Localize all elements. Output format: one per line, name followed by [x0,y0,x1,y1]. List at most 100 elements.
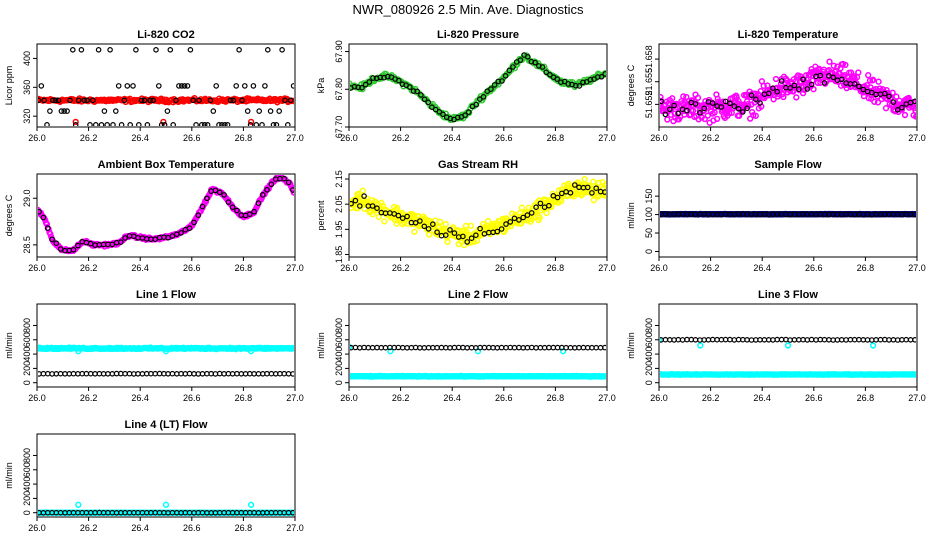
data-point [503,221,509,227]
x-tick-label: 27.0 [286,523,304,533]
x-tick-label: 26.6 [183,133,201,143]
data-point [49,97,56,104]
data-point [667,111,675,118]
data-point [244,108,251,114]
data-point [225,199,232,205]
data-point [110,122,116,126]
data-point [273,122,280,126]
chart-title: Sample Flow [754,159,822,171]
data-point [518,204,526,211]
data-point [426,231,433,238]
data-point [697,109,703,116]
data-point [104,122,110,126]
chart-panel-1: Li-820 CO2 26.0 26.2 26.4 26.6 26.8 27.0 320 360… [4,29,304,143]
x-tick-label: 26.4 [753,263,771,273]
data-point [494,228,501,235]
data-point [58,108,65,114]
data-point [418,92,424,98]
x-tick-label: 27.0 [598,133,616,143]
data-point [121,97,128,104]
data-point [224,122,231,126]
data-point [170,122,176,126]
x-tick-label: 27.0 [908,133,926,143]
data-point [173,97,179,104]
data-point [580,79,586,86]
x-tick-label: 26.2 [392,133,410,143]
data-point [913,112,916,119]
data-point [517,57,524,63]
page-title: NWR_080926 2.5 Min. Ave. Diagnostics [353,2,584,17]
points-layer [38,344,294,377]
data-point [127,122,133,126]
data-point [285,179,292,186]
data-point [161,122,168,126]
y-tick-label: 67.80 [334,78,344,101]
x-tick-label: 26.4 [443,133,461,143]
data-point [425,99,432,106]
x-tick-label: 26.0 [650,263,668,273]
data-point [528,210,535,216]
data-point [234,207,240,214]
chart-panel-7: Line 1 Flow 26.0 26.2 26.4 26.6 26.8 27.0 0 2004… [4,289,304,403]
data-point [889,89,896,96]
data-point [684,107,690,114]
data-point [281,175,288,182]
data-point [473,237,481,244]
y-axis-label: ml/min [626,332,636,359]
data-point [565,81,572,87]
data-point [594,74,601,80]
data-point [118,122,125,126]
data-point [47,230,54,238]
chart-panel-6: Sample Flow 26.0 26.2 26.4 26.6 26.8 27.0 0 50 10… [626,159,926,273]
x-tick-label: 26.2 [80,263,98,273]
y-tick-label: 200 [22,491,32,506]
outlier-point [247,348,255,355]
data-point [547,72,553,78]
data-point [107,46,113,53]
points-layer [38,175,294,255]
data-point [477,225,483,232]
data-point [826,58,833,65]
data-point [886,93,892,100]
data-point [660,98,664,105]
chart-title: Line 2 Flow [448,289,508,301]
y-tick-label: 1.95 [334,221,344,239]
data-point [666,106,673,113]
data-point [421,223,428,230]
data-point [554,76,561,82]
data-point [664,116,671,123]
data-point [417,218,423,224]
data-point [744,105,750,112]
x-tick-label: 26.8 [547,263,565,273]
data-point [247,211,253,218]
data-point [291,345,294,352]
data-point [212,187,219,194]
y-tick-label: 0 [334,380,344,385]
x-tick-label: 27.0 [598,263,616,273]
data-point [901,111,909,119]
x-tick-label: 26.8 [235,393,253,403]
outlier-point [75,501,82,508]
data-point [757,87,764,95]
data-point [506,67,513,74]
data-point [871,98,878,105]
data-point [602,192,606,200]
data-point [537,200,544,207]
plot-frame [348,43,608,128]
data-point [598,74,605,80]
data-point [291,98,294,105]
data-point [454,114,461,121]
y-axis-label: ml/min [316,332,326,359]
data-point [436,109,443,115]
data-point [856,83,862,90]
data-point [912,211,916,218]
data-point [814,79,821,87]
data-point [760,82,767,90]
data-point [533,204,539,211]
data-point [95,46,102,53]
y-axis-label: percent [316,200,326,231]
x-tick-label: 26.0 [28,263,46,273]
points-layer [350,175,606,249]
data-point [247,122,254,126]
data-point [229,204,236,211]
